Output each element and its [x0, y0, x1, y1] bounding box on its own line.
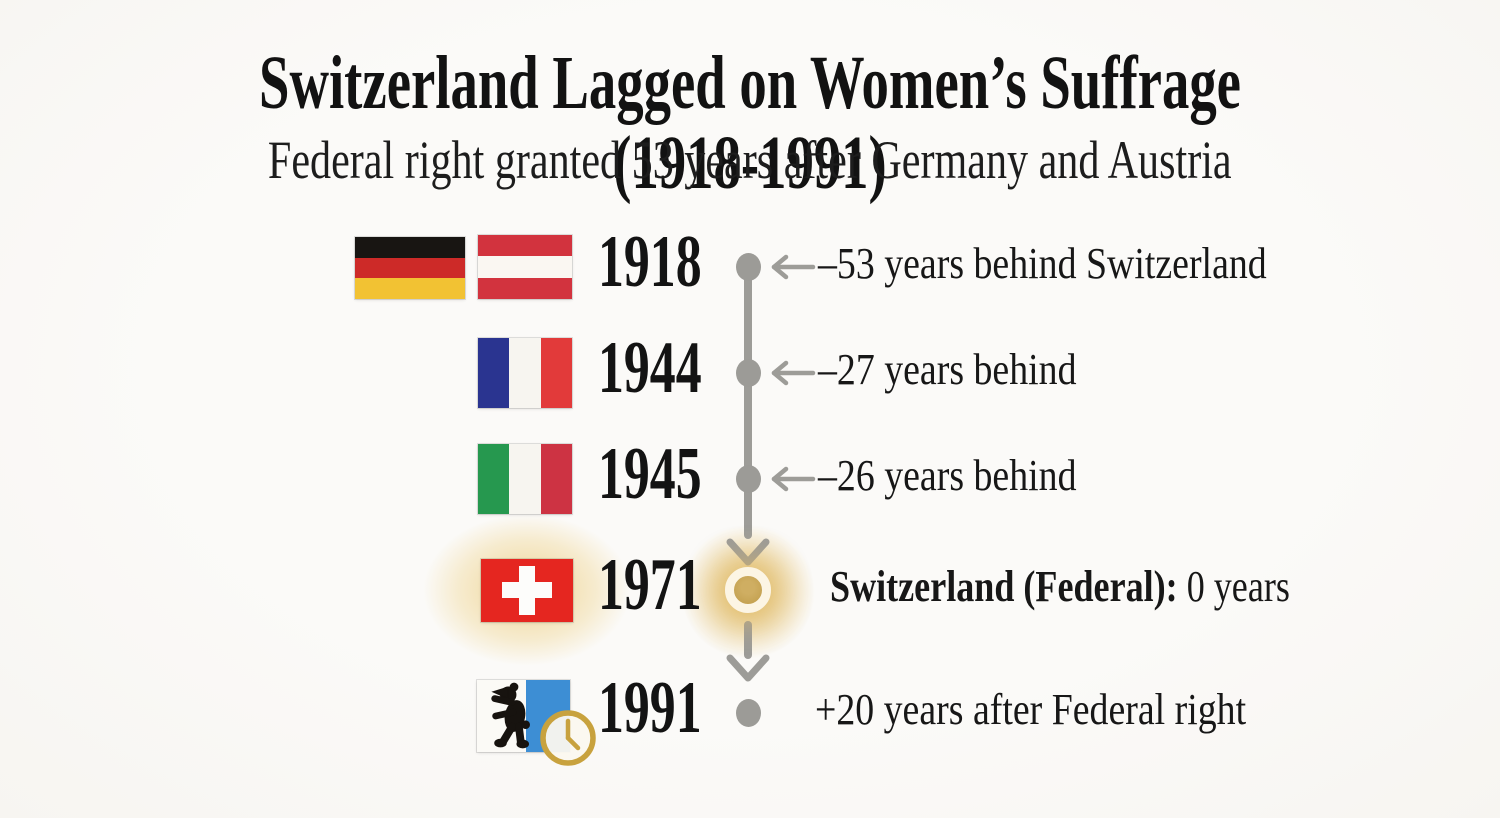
- title-row: Switzerland Lagged on Women’s Suffrage (…: [0, 41, 1500, 205]
- year-label-1918: 1918: [598, 221, 702, 303]
- clock-icon: [540, 710, 596, 766]
- year-label-1991: 1991: [598, 667, 702, 749]
- timeline-node-1991: [736, 699, 761, 727]
- arrow-left-icon: [771, 466, 816, 492]
- arrow-left-icon: [771, 360, 816, 386]
- annotation-1971: Switzerland (Federal): 0 years: [830, 561, 1290, 614]
- timeline-line-upper: [744, 267, 752, 539]
- france-flag-icon: [478, 338, 572, 408]
- timeline-line-lower: [744, 621, 752, 659]
- annotation-1945: –26 years behind: [818, 451, 1077, 500]
- timeline-node-1945: [736, 465, 761, 493]
- switzerland-flag-icon: [481, 559, 573, 622]
- year-label-1945: 1945: [598, 433, 702, 515]
- annotation-1918: –53 years behind Switzerland: [818, 239, 1267, 288]
- timeline-node-1971-highlighted: [725, 567, 771, 613]
- timeline-node-1918: [736, 253, 761, 281]
- italy-flag-icon: [478, 444, 572, 514]
- bear-icon: [491, 682, 530, 749]
- annotation-1991: +20 years after Federal right: [815, 685, 1247, 734]
- austria-flag-icon: [478, 235, 572, 299]
- page-title: Switzerland Lagged on Women’s Suffrage (…: [259, 41, 1241, 205]
- annotation-1944: –27 years behind: [818, 345, 1077, 394]
- page-subtitle: Federal right granted 53 years after Ger…: [268, 130, 1232, 190]
- year-label-1971: 1971: [598, 544, 702, 626]
- arrow-down-icon: [726, 654, 770, 682]
- arrow-down-icon: [726, 538, 770, 566]
- year-label-1944: 1944: [598, 327, 702, 409]
- subtitle-row: Federal right granted 53 years after Ger…: [0, 130, 1500, 190]
- timeline-node-1944: [736, 359, 761, 387]
- annotation-1971-value: 0 years: [1177, 562, 1290, 611]
- annotation-1971-bold: Switzerland (Federal):: [830, 562, 1178, 611]
- arrow-left-icon: [771, 254, 816, 280]
- germany-flag-icon: [355, 237, 465, 299]
